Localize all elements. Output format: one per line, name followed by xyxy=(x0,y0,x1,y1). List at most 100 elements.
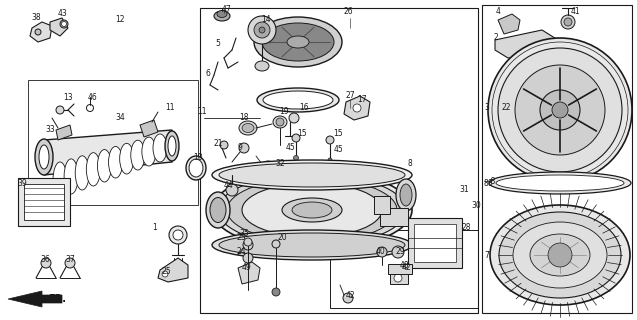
Ellipse shape xyxy=(513,222,607,288)
Ellipse shape xyxy=(400,184,412,206)
Text: 43: 43 xyxy=(57,9,67,18)
Text: 17: 17 xyxy=(357,95,367,105)
Text: 18: 18 xyxy=(240,114,249,123)
Ellipse shape xyxy=(282,198,342,222)
Circle shape xyxy=(289,113,299,123)
Text: 11: 11 xyxy=(165,103,175,113)
Ellipse shape xyxy=(496,175,624,191)
Circle shape xyxy=(261,161,275,175)
Text: 10: 10 xyxy=(193,154,203,163)
Ellipse shape xyxy=(108,147,122,178)
Circle shape xyxy=(173,230,183,240)
Polygon shape xyxy=(495,30,558,58)
Polygon shape xyxy=(50,18,68,36)
Ellipse shape xyxy=(210,197,226,222)
Text: 47: 47 xyxy=(221,5,231,14)
Polygon shape xyxy=(44,130,172,175)
Ellipse shape xyxy=(218,174,406,246)
Circle shape xyxy=(564,18,572,26)
Text: 16: 16 xyxy=(299,103,309,113)
Text: 6: 6 xyxy=(206,68,210,77)
Ellipse shape xyxy=(212,170,412,250)
Circle shape xyxy=(162,271,168,277)
Text: 13: 13 xyxy=(63,93,73,102)
Ellipse shape xyxy=(87,153,101,186)
Circle shape xyxy=(243,240,253,250)
Polygon shape xyxy=(8,291,62,307)
Text: 28: 28 xyxy=(461,223,471,233)
Polygon shape xyxy=(344,96,370,120)
Text: 44: 44 xyxy=(223,181,233,190)
Text: 39: 39 xyxy=(17,179,27,188)
Bar xyxy=(380,208,408,226)
Ellipse shape xyxy=(257,88,339,112)
Ellipse shape xyxy=(217,11,227,18)
Text: 29: 29 xyxy=(395,247,404,257)
Ellipse shape xyxy=(227,178,397,242)
Ellipse shape xyxy=(186,156,206,180)
Text: 12: 12 xyxy=(115,15,125,25)
Ellipse shape xyxy=(212,160,412,190)
Ellipse shape xyxy=(142,137,156,166)
Text: 36: 36 xyxy=(40,255,50,265)
Ellipse shape xyxy=(254,17,342,67)
Bar xyxy=(388,264,412,274)
Ellipse shape xyxy=(273,116,287,128)
Text: 35: 35 xyxy=(239,228,249,237)
Bar xyxy=(18,178,70,226)
Circle shape xyxy=(239,143,249,153)
Text: 31: 31 xyxy=(459,186,469,195)
Ellipse shape xyxy=(53,162,67,198)
Polygon shape xyxy=(238,262,260,284)
Polygon shape xyxy=(56,125,72,140)
Ellipse shape xyxy=(262,23,334,61)
Text: 9: 9 xyxy=(238,143,243,153)
Ellipse shape xyxy=(64,159,78,194)
Bar xyxy=(408,218,462,268)
Ellipse shape xyxy=(39,145,49,169)
Bar xyxy=(200,8,478,313)
Text: 8: 8 xyxy=(408,158,412,167)
Circle shape xyxy=(276,118,284,126)
Text: 30: 30 xyxy=(471,201,481,210)
Text: 19: 19 xyxy=(279,108,289,116)
Circle shape xyxy=(248,16,276,44)
Circle shape xyxy=(328,158,332,162)
Polygon shape xyxy=(498,14,520,34)
Ellipse shape xyxy=(287,36,309,48)
Text: —8: —8 xyxy=(484,178,496,187)
Circle shape xyxy=(65,258,75,268)
Text: 45: 45 xyxy=(333,146,343,155)
Circle shape xyxy=(264,164,272,172)
Circle shape xyxy=(292,134,300,142)
Ellipse shape xyxy=(214,11,230,21)
Text: 32: 32 xyxy=(275,158,285,167)
Text: FR.: FR. xyxy=(28,295,46,305)
Text: 11: 11 xyxy=(197,108,207,116)
Bar xyxy=(482,5,632,313)
Bar xyxy=(24,184,64,220)
Text: 26: 26 xyxy=(343,7,353,17)
Bar xyxy=(390,272,408,284)
Ellipse shape xyxy=(499,212,621,298)
Text: 37: 37 xyxy=(65,255,75,265)
Text: 23: 23 xyxy=(236,233,246,242)
Ellipse shape xyxy=(396,179,416,211)
Ellipse shape xyxy=(120,143,134,174)
Circle shape xyxy=(272,288,280,296)
Polygon shape xyxy=(140,120,158,137)
Ellipse shape xyxy=(490,205,630,305)
Ellipse shape xyxy=(530,234,590,276)
Ellipse shape xyxy=(489,172,631,194)
Ellipse shape xyxy=(242,183,382,237)
Circle shape xyxy=(56,106,64,114)
Ellipse shape xyxy=(255,61,269,71)
Circle shape xyxy=(169,226,187,244)
Circle shape xyxy=(392,246,404,258)
Text: 5: 5 xyxy=(215,39,220,49)
Text: 14: 14 xyxy=(261,15,271,25)
Circle shape xyxy=(259,27,265,33)
Text: 8: 8 xyxy=(488,180,492,188)
Text: 25: 25 xyxy=(161,268,171,276)
Text: 45: 45 xyxy=(285,143,295,153)
